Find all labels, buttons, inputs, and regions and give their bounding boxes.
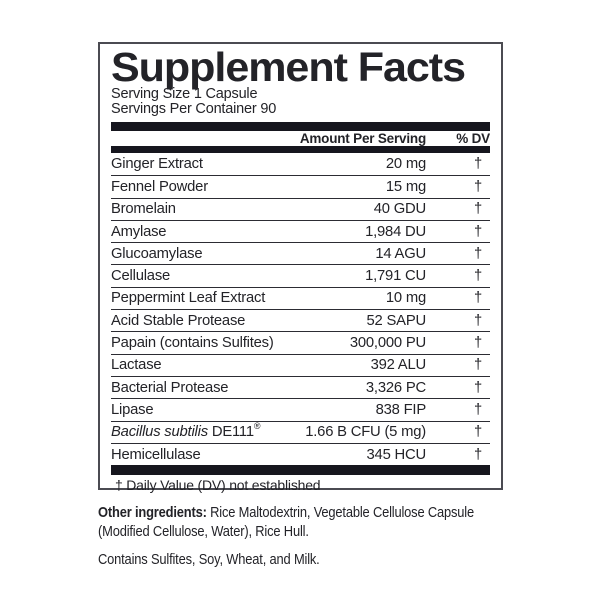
ingredient-row: Acid Stable Protease 52 SAPU †	[111, 309, 490, 331]
ingredient-row: Lactase 392 ALU †	[111, 353, 490, 376]
supplement-facts-panel: Supplement Facts Serving Size 1 Capsule …	[98, 42, 503, 494]
ingredient-dv-dagger: †	[473, 290, 482, 307]
ingredient-dv-dagger: †	[473, 268, 482, 285]
allergen-statement: Contains Sulfites, Soy, Wheat, and Milk.	[98, 551, 320, 568]
ingredient-amount: 300,000 PU	[349, 335, 426, 352]
ingredient-dv-dagger: †	[473, 335, 482, 352]
ingredient-row: Cellulase 1,791 CU †	[111, 264, 490, 286]
ingredient-name: Ginger Extract	[111, 156, 203, 173]
ingredient-dv-dagger: †	[473, 446, 482, 463]
dv-footnote: † Daily Value (DV) not established	[115, 477, 321, 494]
table-header-row: Amount Per Serving % DV	[111, 131, 490, 146]
ingredient-name: Lactase	[111, 357, 162, 374]
ingredient-row: Fennel Powder 15 mg †	[111, 175, 490, 197]
ingredient-dv-dagger: †	[473, 178, 482, 195]
ingredient-name: Glucoamylase	[111, 245, 203, 262]
column-header-amount-per-serving: Amount Per Serving	[299, 131, 426, 146]
ingredient-name: Lipase	[111, 401, 154, 418]
ingredient-amount: 392 ALU	[370, 357, 427, 374]
ingredient-amount: 52 SAPU	[366, 312, 427, 329]
ingredient-amount: 1,791 CU	[365, 268, 426, 285]
servings-per-container-text: Servings Per Container 90	[111, 101, 277, 117]
thick-divider-bar-bottom	[111, 465, 490, 476]
ingredient-amount: 3,326 PC	[365, 379, 426, 396]
other-ingredients-label: Other ingredients:	[98, 504, 207, 521]
ingredient-row: Bromelain 40 GDU †	[111, 197, 490, 220]
ingredient-amount: 1.66 B CFU (5 mg)	[305, 424, 426, 441]
ingredient-amount: 1,984 DU	[365, 223, 426, 240]
ingredient-amount: 40 GDU	[373, 201, 426, 218]
ingredient-name: Amylase	[111, 223, 167, 240]
ingredient-name: Papain (contains Sulfites)	[111, 335, 274, 352]
ingredient-row: Papain (contains Sulfites) 300,000 PU †	[111, 331, 490, 353]
ingredient-name: Hemicellulase	[111, 446, 201, 463]
other-ingredients-text: Rice Maltodextrin, Vegetable Cellulose C…	[206, 504, 474, 521]
ingredient-name: Bacterial Protease	[111, 379, 229, 396]
ingredient-row: Amylase 1,984 DU †	[111, 219, 490, 242]
serving-size-text: Serving Size 1 Capsule	[111, 86, 258, 102]
column-header-percent-dv: % DV	[456, 131, 490, 146]
ingredient-name: Peppermint Leaf Extract	[111, 290, 266, 307]
ingredient-amount: 15 mg	[385, 178, 426, 195]
ingredient-row: Peppermint Leaf Extract 10 mg †	[111, 286, 490, 309]
ingredient-amount: 345 HCU	[366, 446, 427, 463]
ingredient-row: Lipase 838 FIP †	[111, 398, 490, 420]
ingredient-dv-dagger: †	[473, 379, 482, 396]
ingredient-amount: 14 AGU	[375, 245, 426, 262]
ingredient-amount: 838 FIP	[375, 401, 427, 418]
ingredient-dv-dagger: †	[473, 401, 482, 418]
ingredient-name: Cellulase	[111, 268, 171, 285]
ingredient-dv-dagger: †	[473, 223, 482, 240]
ingredient-amount: 10 mg	[385, 290, 426, 307]
thick-divider-bar-top	[111, 122, 490, 131]
ingredient-row: Bacterial Protease 3,326 PC †	[111, 375, 490, 398]
thick-divider-bar-header	[111, 146, 490, 153]
ingredient-dv-dagger: †	[473, 312, 482, 329]
ingredient-table: Ginger Extract 20 mg † Fennel Powder 15 mg † B…	[111, 153, 490, 465]
ingredient-row: Ginger Extract 20 mg †	[111, 153, 490, 175]
below-panel-text: Other ingredients: Rice Maltodextrin, Ve…	[98, 504, 598, 570]
ingredient-dv-dagger: †	[473, 245, 482, 262]
ingredient-dv-dagger: †	[473, 201, 482, 218]
ingredient-dv-dagger: †	[473, 357, 482, 374]
other-ingredients-line1: Other ingredients: Rice Maltodextrin, Ve…	[98, 504, 528, 523]
other-ingredients-line2: (Modified Cellulose, Water), Rice Hull.	[98, 522, 309, 540]
ingredient-dv-dagger: †	[473, 424, 482, 441]
panel-title: Supplement Facts	[111, 44, 466, 90]
ingredient-dv-dagger: †	[473, 156, 482, 173]
ingredient-row: Glucoamylase 14 AGU †	[111, 242, 490, 264]
ingredient-name: Fennel Powder	[111, 178, 208, 195]
ingredient-name: Acid Stable Protease	[111, 312, 246, 329]
ingredient-row: Hemicellulase 345 HCU †	[111, 442, 490, 465]
ingredient-row: Bacillus subtilis DE111® 1.66 B CFU (5 mg…	[111, 420, 490, 443]
ingredient-name: Bacillus subtilis DE111®	[111, 421, 261, 441]
ingredient-amount: 20 mg	[385, 156, 426, 173]
ingredient-name: Bromelain	[111, 201, 176, 218]
